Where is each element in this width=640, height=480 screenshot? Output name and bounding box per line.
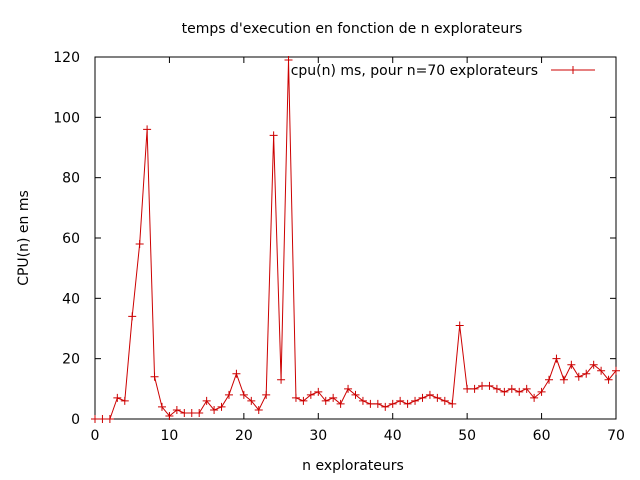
data-point (165, 411, 174, 420)
data-point (291, 393, 300, 402)
x-tick-label: 60 (533, 428, 551, 444)
data-point (597, 366, 606, 375)
data-point (582, 369, 591, 378)
data-point (455, 321, 464, 330)
data-point (418, 393, 427, 402)
data-point (210, 405, 219, 414)
x-tick-label: 10 (161, 428, 179, 444)
data-point (358, 396, 367, 405)
x-tick-label: 20 (235, 428, 253, 444)
data-point (440, 396, 449, 405)
y-tick-label: 20 (62, 352, 80, 368)
data-point (403, 399, 412, 408)
data-point (329, 393, 338, 402)
data-point (366, 399, 375, 408)
data-point (306, 390, 315, 399)
data-point (396, 396, 405, 405)
data-point (448, 399, 457, 408)
data-point (299, 396, 308, 405)
chart-title: temps d'execution en fonction de n explo… (182, 21, 523, 37)
data-point (128, 312, 137, 321)
data-point (247, 396, 256, 405)
data-point (98, 415, 107, 423)
data-point (522, 384, 531, 393)
data-point (507, 384, 516, 393)
data-point (150, 372, 159, 381)
y-axis-label: CPU(n) en ms (16, 190, 32, 286)
data-point (559, 375, 568, 384)
data-point (537, 387, 546, 396)
data-point (195, 408, 204, 417)
plot-area-frame (94, 56, 617, 420)
data-point (485, 381, 494, 390)
data-point (574, 372, 583, 381)
data-point (172, 405, 181, 414)
x-axis-label: n explorateurs (302, 458, 404, 474)
data-point (589, 360, 598, 369)
y-tick-label: 40 (62, 291, 80, 307)
legend-marker-plus (569, 66, 577, 74)
data-point (217, 402, 226, 411)
x-tick-label: 40 (384, 428, 402, 444)
x-tick-label: 50 (458, 428, 476, 444)
data-point (254, 405, 263, 414)
x-axis: 0 10 20 30 40 50 60 70 (91, 57, 625, 444)
data-point (425, 390, 434, 399)
data-point (269, 131, 278, 140)
data-point (187, 408, 196, 417)
data-point (202, 396, 211, 405)
y-axis: 0 20 40 60 80 100 120 (53, 50, 616, 428)
data-point (344, 384, 353, 393)
data-point (120, 396, 129, 405)
x-tick-label: 30 (309, 428, 327, 444)
data-point (470, 384, 479, 393)
legend: cpu(n) ms, pour n=70 explorateurs (291, 63, 595, 79)
data-point (284, 56, 293, 65)
x-tick-label: 70 (607, 428, 625, 444)
y-tick-label: 100 (53, 110, 80, 126)
data-point (314, 387, 323, 396)
data-point (135, 240, 144, 249)
data-point (500, 387, 509, 396)
legend-label: cpu(n) ms, pour n=70 explorateurs (291, 63, 538, 79)
y-tick-label: 0 (71, 412, 80, 428)
data-point (91, 415, 99, 423)
data-point (515, 387, 524, 396)
data-point (336, 399, 345, 408)
x-tick-label: 0 (91, 428, 100, 444)
data-point (351, 390, 360, 399)
data-point (105, 415, 114, 423)
data-point (612, 366, 620, 375)
data-point (388, 399, 397, 408)
data-point (381, 402, 390, 411)
data-point (232, 369, 241, 378)
y-tick-label: 60 (62, 231, 80, 247)
data-point (411, 396, 420, 405)
legend-marker (569, 66, 577, 74)
data-point (478, 381, 487, 390)
data-point (433, 393, 442, 402)
y-tick-label: 80 (62, 171, 80, 187)
data-point (277, 375, 286, 384)
data-point (321, 396, 330, 405)
data-point (604, 375, 613, 384)
data-point (545, 375, 554, 384)
data-point (157, 402, 166, 411)
data-point (143, 125, 152, 134)
y-tick-label: 120 (53, 50, 80, 66)
series-line (95, 60, 617, 420)
data-point (224, 390, 233, 399)
data-point (180, 408, 189, 417)
data-point (552, 354, 561, 363)
data-point (567, 360, 576, 369)
data-point (530, 393, 539, 402)
data-point (239, 390, 248, 399)
data-point (463, 384, 472, 393)
series-layer (91, 56, 620, 423)
data-point (262, 390, 271, 399)
data-point (492, 384, 501, 393)
data-point (113, 393, 122, 402)
data-point (373, 399, 382, 408)
